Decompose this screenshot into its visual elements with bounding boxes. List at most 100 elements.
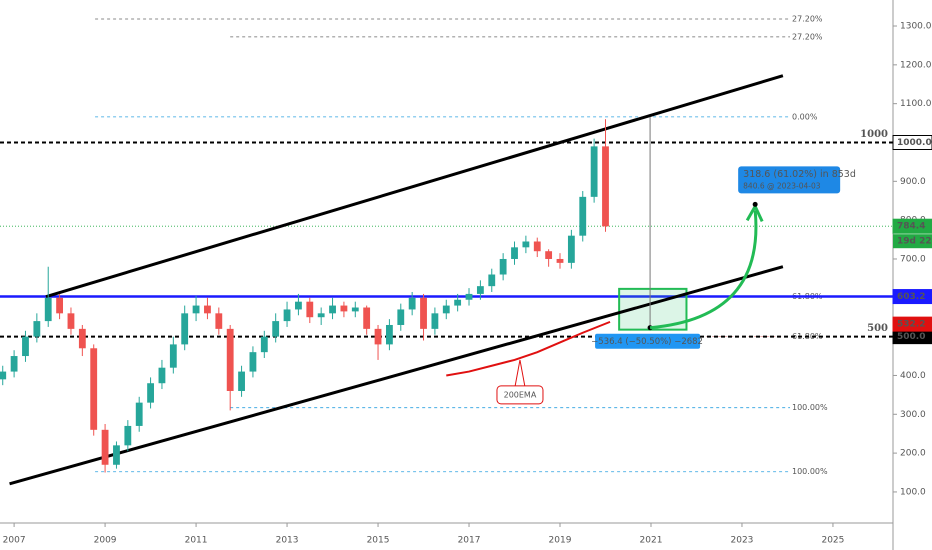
price-tag bbox=[893, 234, 932, 249]
candle-body bbox=[67, 313, 75, 329]
price-tag bbox=[892, 289, 932, 305]
price-tag-label: 784.4 bbox=[897, 222, 925, 232]
projection-arrow bbox=[649, 210, 758, 330]
candle-body bbox=[306, 301, 314, 318]
candle-body bbox=[556, 258, 564, 263]
x-tick-label: 2017 bbox=[458, 536, 481, 546]
fib-label: 0.00% bbox=[792, 112, 818, 121]
candle-body bbox=[545, 251, 553, 259]
x-tick-label: 2011 bbox=[185, 536, 208, 546]
callout-label: 200EMA bbox=[504, 390, 537, 399]
y-tick-label: 1100.0 bbox=[900, 99, 932, 109]
candle-body bbox=[0, 371, 7, 380]
candle-body bbox=[283, 309, 291, 322]
channel-line bbox=[45, 74, 784, 299]
candle-body bbox=[590, 146, 598, 197]
projection-sublabel: 840.6 @ 2023-04-03 bbox=[743, 181, 821, 190]
candle-body bbox=[567, 235, 575, 263]
candle-body bbox=[579, 196, 587, 236]
price-tag bbox=[892, 134, 932, 150]
candle-body bbox=[511, 247, 518, 259]
x-tick-label: 2019 bbox=[549, 536, 572, 546]
candle-body bbox=[44, 297, 52, 322]
candle-body bbox=[340, 305, 348, 312]
candle-body bbox=[351, 307, 359, 312]
candle-body bbox=[499, 258, 507, 275]
candle-body bbox=[249, 352, 257, 372]
candle-body bbox=[113, 445, 120, 465]
projection-point bbox=[752, 201, 758, 207]
candle-body bbox=[124, 425, 132, 446]
candle-body bbox=[522, 241, 530, 248]
price-tag-label: 532.2 bbox=[897, 320, 925, 330]
candle-body bbox=[533, 241, 541, 252]
x-tick-label: 2013 bbox=[276, 536, 299, 546]
candle-body bbox=[238, 371, 245, 391]
candle-body bbox=[488, 274, 496, 287]
candle-body bbox=[101, 429, 109, 465]
candle-body bbox=[135, 402, 143, 426]
level-label: 500 bbox=[867, 323, 888, 334]
y-tick-label: 300.0 bbox=[900, 410, 926, 420]
callout-pointer bbox=[514, 359, 526, 387]
y-tick-label: 1300.0 bbox=[900, 22, 932, 32]
candle-body bbox=[329, 305, 336, 314]
candle-body bbox=[385, 324, 393, 345]
x-tick-label: 2023 bbox=[731, 536, 754, 546]
channel-line bbox=[9, 265, 784, 486]
measure-label: −536.4 (−50.50%) −2682 bbox=[591, 337, 703, 347]
fib-label: 27.20% bbox=[792, 32, 823, 41]
price-tag bbox=[892, 316, 932, 332]
candle-body bbox=[602, 146, 609, 227]
candle-body bbox=[431, 313, 439, 329]
fib-label: 100.00% bbox=[792, 467, 828, 476]
projection-label: 318.6 (61.02%) in 853d bbox=[743, 169, 856, 180]
candle-body bbox=[272, 321, 280, 337]
candle-body bbox=[363, 307, 371, 329]
candle-body bbox=[465, 293, 473, 300]
y-tick-label: 200.0 bbox=[900, 449, 926, 459]
x-tick-label: 2025 bbox=[821, 536, 844, 546]
candle-body bbox=[374, 328, 382, 345]
candle-body bbox=[408, 297, 416, 310]
candle-body bbox=[295, 301, 302, 310]
ema-line bbox=[446, 320, 611, 377]
candle-body bbox=[420, 297, 427, 329]
level-label: 1000 bbox=[860, 129, 888, 140]
fib-label: 27.20% bbox=[792, 15, 823, 24]
candle-body bbox=[476, 286, 484, 294]
candle-body bbox=[204, 305, 211, 314]
candle-body bbox=[78, 328, 86, 349]
projection-box bbox=[738, 166, 841, 194]
x-tick-label: 2015 bbox=[367, 536, 390, 546]
candle-body bbox=[147, 383, 154, 403]
y-tick-label: 700.0 bbox=[900, 254, 926, 264]
callout-box bbox=[496, 385, 544, 405]
candle-body bbox=[33, 321, 41, 337]
fib-label: 100.00% bbox=[792, 403, 828, 412]
candle-body bbox=[90, 348, 98, 430]
y-tick-label: 900.0 bbox=[900, 177, 926, 187]
price-tag bbox=[892, 218, 932, 234]
candle-body bbox=[192, 305, 200, 314]
price-tag-label: 1000.0 bbox=[897, 138, 932, 148]
y-tick-label: 1200.0 bbox=[900, 60, 932, 70]
candle-body bbox=[158, 367, 166, 384]
candle-body bbox=[169, 344, 177, 368]
x-tick-label: 2007 bbox=[3, 536, 26, 546]
measure-box bbox=[595, 333, 701, 349]
candle-body bbox=[397, 309, 405, 325]
candle-body bbox=[260, 336, 268, 353]
price-tag-label: 603.2 bbox=[897, 292, 925, 302]
y-tick-label: 400.0 bbox=[900, 371, 926, 381]
x-tick-label: 2009 bbox=[94, 536, 117, 546]
x-tick-label: 2021 bbox=[640, 536, 663, 546]
candle-body bbox=[442, 305, 450, 314]
candle-body bbox=[215, 313, 223, 329]
candle-body bbox=[10, 356, 18, 372]
candle-body bbox=[226, 328, 234, 391]
y-tick-label: 100.0 bbox=[900, 487, 926, 497]
candle-body bbox=[317, 313, 325, 318]
